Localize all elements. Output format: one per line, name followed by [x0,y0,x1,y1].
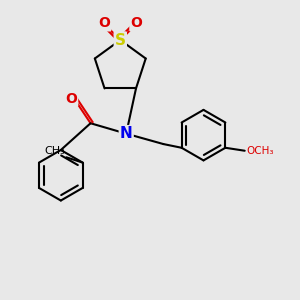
Text: O: O [65,92,77,106]
Text: S: S [115,32,126,47]
Text: OCH₃: OCH₃ [246,146,274,156]
Text: O: O [98,16,110,30]
Text: N: N [120,126,133,141]
Text: CH₃: CH₃ [44,146,65,156]
Text: O: O [130,16,142,30]
